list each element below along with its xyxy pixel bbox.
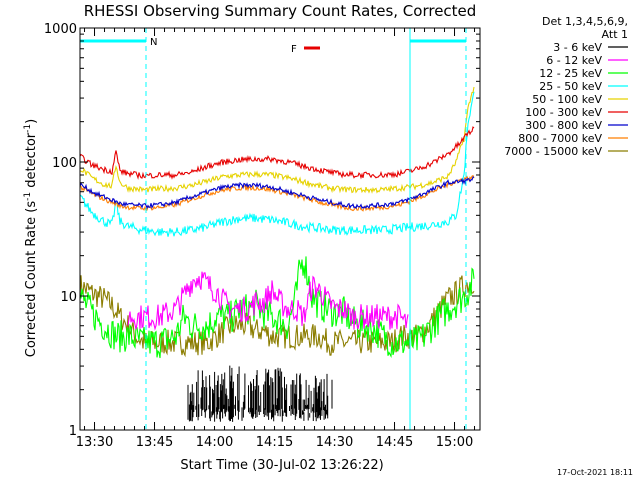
x-axis-label: Start Time (30-Jul-02 13:26:22) — [180, 458, 383, 473]
legend-entry-label: 300 - 800 keV — [525, 119, 602, 132]
series-25-50-kev — [79, 91, 475, 237]
y-tick-label: 1 — [69, 424, 77, 439]
y-tick-label: 1000 — [44, 22, 77, 37]
x-tick-label: 14:00 — [196, 435, 233, 450]
y-axis-label-part: Corrected Count Rate (s — [24, 201, 39, 358]
x-tick-label: 13:30 — [76, 435, 113, 450]
series-6-12-kev — [127, 271, 409, 331]
y-axis-label-part: detector — [24, 132, 39, 192]
y-axis-label-part: ) — [24, 119, 39, 124]
x-axis: 13:30 13:45 14:00 14:15 14:30 14:45 15:00 — [76, 28, 476, 450]
plot-frame — [79, 27, 481, 431]
y-axis-label-part: -1 — [23, 124, 33, 133]
y-tick-label: 10 — [60, 290, 77, 305]
legend-entry-label: 12 - 25 keV — [539, 67, 602, 80]
legend-entry-label: 6 - 12 keV — [546, 54, 602, 67]
legend-header: Att 1 — [602, 28, 628, 41]
chart-title: RHESSI Observing Summary Count Rates, Co… — [84, 2, 477, 20]
legend-entry-label: 3 - 6 keV — [553, 41, 602, 54]
x-tick-label: 15:00 — [436, 435, 473, 450]
legend-entry-label: 50 - 100 keV — [532, 93, 602, 106]
date-stamp: 17-Oct-2021 18:11 — [557, 468, 633, 477]
y-axis-label-part: -1 — [23, 192, 33, 201]
legend-entry-label: 800 - 7000 keV — [518, 132, 602, 145]
series-300-800-kev — [79, 176, 475, 210]
night-label: N — [150, 37, 157, 48]
y-axis-label: Corrected Count Rate (s-1 detector-1) — [23, 119, 39, 357]
x-tick-label: 14:30 — [316, 435, 353, 450]
legend-entry-label: 7000 - 15000 keV — [504, 145, 602, 158]
flare-label: F — [291, 44, 297, 55]
x-tick-label: 14:45 — [376, 435, 413, 450]
legend-entry-label: 25 - 50 keV — [539, 80, 602, 93]
y-axis: 1 10 100 1000 — [44, 22, 480, 439]
series-50-100-kev — [79, 86, 475, 194]
x-tick-label: 14:15 — [256, 435, 293, 450]
legend-header: Det 1,3,4,5,6,9, — [542, 15, 628, 28]
x-tick-label: 13:45 — [136, 435, 173, 450]
y-tick-label: 100 — [52, 156, 77, 171]
flag-overlay: NF — [80, 28, 467, 430]
series-3-6-kev — [187, 365, 333, 422]
legend-entry-label: 100 - 300 keV — [525, 106, 602, 119]
